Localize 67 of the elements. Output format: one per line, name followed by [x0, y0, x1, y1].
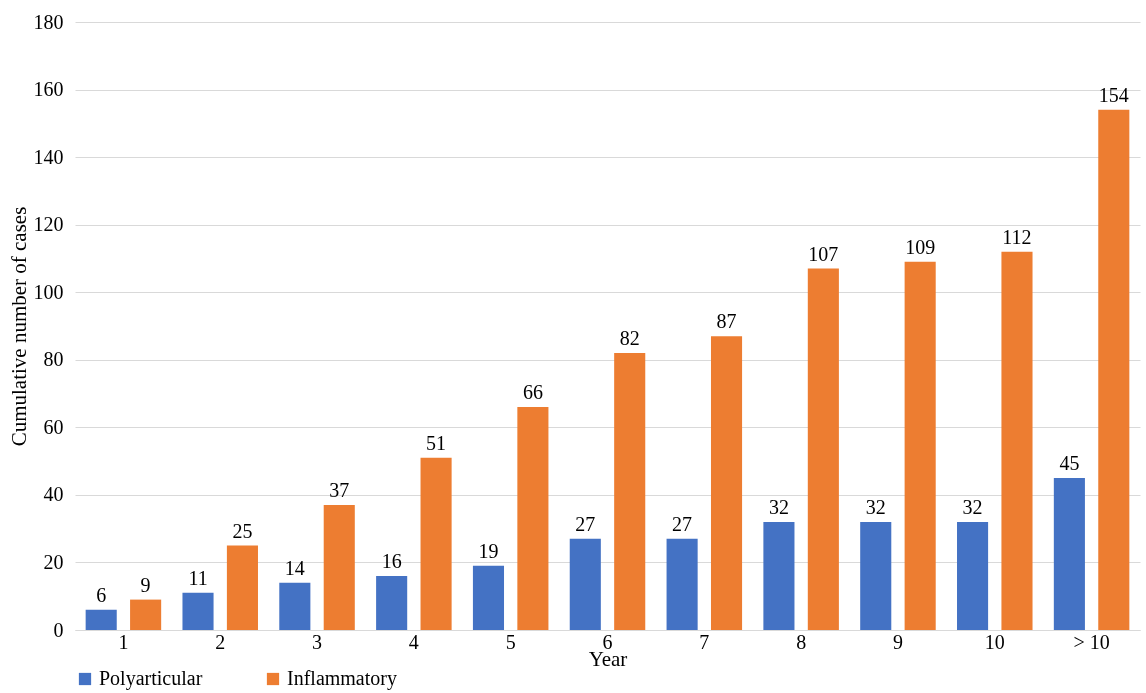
- legend-label: Inflammatory: [287, 667, 397, 690]
- data-label: 32: [768, 495, 789, 518]
- bar: [807, 268, 839, 630]
- bar: [472, 565, 505, 630]
- legend-label: Polyarticular: [99, 667, 203, 690]
- data-label: 25: [232, 519, 253, 542]
- bar: [517, 407, 549, 630]
- bar: [376, 575, 408, 630]
- data-label: 112: [1002, 225, 1032, 248]
- y-tick-label: 120: [33, 213, 64, 236]
- y-tick-label: 140: [33, 145, 64, 168]
- data-label: 19: [478, 539, 499, 562]
- bar: [666, 538, 698, 630]
- y-axis-title: Cumulative number of cases: [6, 206, 31, 447]
- x-tick-label: > 10: [1073, 630, 1110, 653]
- y-tick-label: 20: [43, 550, 64, 573]
- data-label: 32: [865, 495, 886, 518]
- x-tick-label: 7: [699, 630, 710, 653]
- bar: [323, 505, 355, 630]
- y-tick-label: 160: [33, 78, 64, 101]
- data-label: 14: [284, 556, 305, 579]
- bar: [1001, 251, 1033, 630]
- data-label: 16: [381, 549, 402, 572]
- data-label: 9: [140, 573, 151, 596]
- bar: [904, 261, 936, 630]
- bar: [130, 599, 162, 630]
- bar: [710, 336, 743, 630]
- data-label: 11: [188, 566, 208, 589]
- y-tick-label: 0: [53, 618, 64, 641]
- y-tick-label: 80: [43, 348, 64, 371]
- data-label: 66: [522, 381, 543, 404]
- data-label: 51: [426, 431, 447, 454]
- x-tick-label: 10: [984, 630, 1005, 653]
- y-tick-label: 180: [33, 10, 64, 33]
- y-tick-label: 60: [43, 415, 64, 438]
- bar: [85, 609, 117, 630]
- data-label: 6: [96, 583, 107, 606]
- y-tick-label: 40: [43, 483, 64, 506]
- x-tick-label: 8: [796, 630, 807, 653]
- data-label: 154: [1098, 83, 1129, 106]
- data-label: 109: [905, 235, 936, 258]
- x-tick-label: 5: [505, 630, 516, 653]
- data-label: 107: [808, 242, 839, 265]
- x-tick-label: 1: [118, 630, 129, 653]
- x-tick-label: 9: [892, 630, 903, 653]
- data-label: 27: [575, 512, 596, 535]
- data-label: 82: [619, 327, 640, 350]
- bar: [1098, 109, 1130, 630]
- bar: [226, 545, 258, 630]
- data-label: 45: [1059, 452, 1080, 474]
- x-tick-label: 2: [215, 630, 226, 653]
- bar: [182, 592, 214, 630]
- y-tick-label: 100: [33, 280, 64, 303]
- data-label: 37: [329, 479, 350, 502]
- x-tick-label: 3: [312, 630, 323, 653]
- data-label: 27: [672, 512, 693, 535]
- bar: [1053, 478, 1085, 630]
- bar: [420, 457, 452, 630]
- x-tick-label: 4: [408, 630, 419, 653]
- bar: [763, 521, 795, 630]
- data-label: 32: [962, 495, 983, 518]
- data-label: 87: [716, 310, 737, 333]
- bar: [279, 582, 311, 630]
- bar: [614, 353, 646, 630]
- bar: [860, 521, 892, 630]
- bar: [957, 521, 989, 630]
- bar: [569, 538, 601, 630]
